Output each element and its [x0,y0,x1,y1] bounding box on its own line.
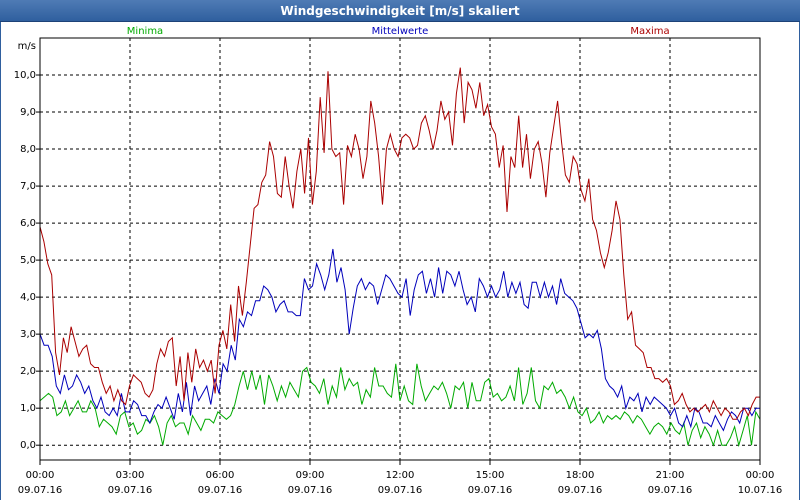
x-tick-time-label: 12:00 [386,470,415,481]
x-tick-time-label: 18:00 [566,470,595,481]
y-tick-label: 4,0 [20,292,36,303]
y-tick-label: 8,0 [20,144,36,155]
axes [36,37,761,465]
x-tick-date-label: 09.07.16 [468,485,513,496]
x-tick-date-label: 09.07.16 [108,485,153,496]
y-tick-label: 2,0 [20,366,36,377]
y-tick-label: 1,0 [20,403,36,414]
window-title: Windgeschwindigkeit [m/s] skaliert [0,0,800,22]
x-tick-time-label: 15:00 [476,470,505,481]
x-tick-date-label: 09.07.16 [288,485,333,496]
x-tick-time-label: 06:00 [206,470,235,481]
series-line-maxima [39,67,760,420]
x-tick-time-label: 00:00 [26,470,55,481]
x-tick-date-label: 10.07.16 [738,485,783,496]
legend-minima: Minima [127,26,163,37]
series-line-minima [39,363,761,448]
x-tick-time-label: 00:00 [746,470,775,481]
y-axis-label: m/s [18,41,36,52]
x-tick-time-label: 03:00 [116,470,145,481]
x-tick-date-label: 09.07.16 [198,485,243,496]
y-tick-label: 7,0 [20,181,36,192]
x-tick-date-label: 09.07.16 [378,485,423,496]
y-tick-label: 10,0 [14,70,36,81]
x-tick-date-label: 09.07.16 [648,485,693,496]
y-tick-label: 9,0 [20,107,36,118]
legend-maxima: Maxima [630,26,669,37]
plot-area [39,37,761,461]
series-group [39,67,761,448]
series-line-mittelwerte [39,248,760,432]
y-tick-label: 0,0 [20,440,36,451]
grid [40,38,760,460]
legend-mittelwerte: Mittelwerte [372,26,429,37]
labels: 0,0 1,0 2,0 3,0 4,0 5,0 6,0 7,0 8,0 9,0 10,0 00:00 0… [14,26,783,496]
y-tick-label: 5,0 [20,255,36,266]
y-tick-label: 6,0 [20,218,36,229]
x-tick-date-label: 09.07.16 [18,485,63,496]
x-tick-time-label: 09:00 [296,470,325,481]
y-tick-label: 3,0 [20,329,36,340]
x-tick-time-label: 21:00 [656,470,685,481]
x-tick-date-label: 09.07.16 [558,485,603,496]
